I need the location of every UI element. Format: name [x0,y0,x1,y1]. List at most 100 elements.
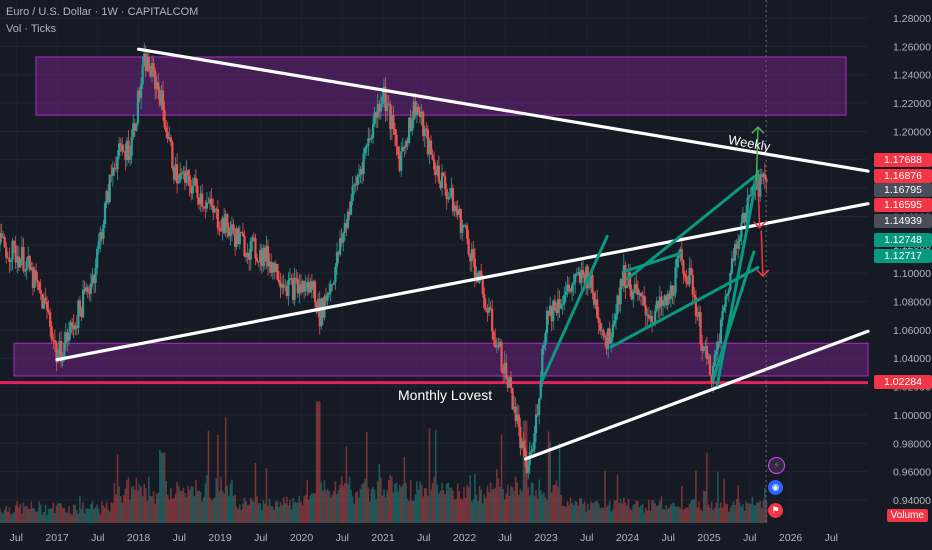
candle-body [425,128,428,130]
volume-bar [361,484,363,523]
volume-bar [389,474,392,523]
volume-bar [478,486,481,523]
volume-indicator-label[interactable]: Vol · Ticks [6,23,57,35]
candle-body [88,291,91,294]
weekly-annotation: Weekly [727,132,772,154]
volume-bar [257,503,260,523]
volume-bar [651,500,653,523]
candle-body [411,120,414,131]
candle-body [654,310,657,323]
volume-bar [254,462,257,523]
candle-body [218,228,221,231]
price-label: 1.14939 [874,214,932,228]
candle-body [290,278,293,280]
candle-body [8,257,11,262]
volume-bar [431,483,434,523]
candle-body [343,222,346,233]
candle-body [481,278,484,295]
candle-body [478,270,481,283]
candle-body [437,165,440,183]
candle-body [517,414,520,427]
volume-bar [467,487,470,523]
price-label: 1.16876 [874,169,932,183]
candle-body [42,297,45,309]
candle-body [276,264,279,280]
channel-line [711,250,756,381]
candle-body [459,208,462,233]
candle-body [39,290,42,295]
volume-bar [132,486,135,523]
volume-bar [101,501,103,523]
volume-bar [492,489,495,523]
volume-bar [400,487,403,523]
volume-bar [488,491,490,523]
volume-bar [657,504,660,523]
candle-body [713,354,716,366]
candle-body [710,375,713,383]
volume-bar [66,513,69,523]
volume-bar [358,497,360,523]
candle-body [144,53,147,72]
volume-bar [331,494,334,523]
candle-body [157,82,160,91]
candle-body [339,238,342,255]
candle-body [0,233,3,238]
candle-body [581,270,585,275]
volume-bar [643,512,645,523]
candle-body [202,206,205,208]
candle-body [483,294,486,308]
volume-bar [218,491,221,523]
volume-bar [593,502,595,523]
volume-bar [621,503,624,523]
candle-body [356,176,359,185]
volume-bar [420,484,423,523]
volume-bar [372,486,374,523]
dividend-icon[interactable]: ◉ [768,480,783,495]
candle-body [575,274,578,276]
volume-bar [737,484,740,523]
volume-bar [748,503,750,523]
volume-bar [649,510,652,523]
volume-bar [215,478,218,523]
volume-bar [409,480,412,523]
volume-bar [50,508,53,523]
grid-lines [0,0,868,523]
candle-body [328,292,331,295]
lightning-icon[interactable]: ⚡ [768,457,785,474]
symbol-title[interactable]: Euro / U.S. Dollar · 1W · CAPITALCOM [6,6,199,18]
y-tick-label: 1.22000 [893,98,931,110]
candle-body [5,247,8,258]
volume-bar [198,490,200,523]
volume-bar [597,503,600,523]
candle-body [138,90,141,99]
volume-bar [312,493,315,523]
flag-icon[interactable]: ⚑ [768,503,783,518]
candle-body [580,270,583,283]
candle-body [611,324,614,338]
volume-bar [163,452,166,523]
candle-body [638,292,641,295]
candle-body [511,387,514,410]
volume-bar [49,508,51,523]
candle-body [99,232,102,241]
channel-line [609,266,760,349]
volume-bar [19,504,22,523]
volume-bar [213,497,216,523]
volume-bar [442,490,445,523]
volume-bar [246,505,249,523]
volume-bar [486,485,489,523]
candle-body [718,341,721,344]
candle-body [707,355,710,360]
volume-bar [480,490,482,523]
volume-bar [290,509,293,523]
x-tick-label: Jul [825,532,838,544]
candle-body [696,316,699,318]
volume-bar [116,454,119,523]
volume-bar [224,417,227,523]
candle-body [373,112,376,125]
candle-body [690,267,693,276]
volume-bar [160,452,163,523]
volume-bar [80,508,83,523]
volume-bar [402,484,404,523]
